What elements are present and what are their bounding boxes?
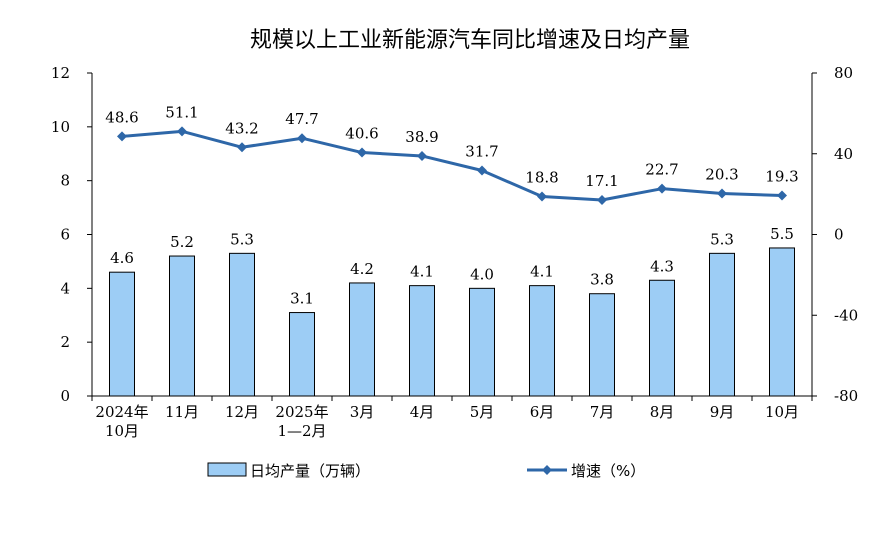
legend-bar-label: 日均产量（万辆）	[250, 462, 370, 480]
line-data-label: 19.3	[765, 168, 798, 186]
x-tick-label: 12月	[225, 403, 259, 421]
bar	[709, 252, 735, 397]
line-data-label: 22.7	[645, 161, 678, 179]
right-tick-label: -40	[834, 306, 858, 324]
right-tick-label: 0	[834, 226, 844, 244]
line-point	[177, 126, 187, 137]
legend-bar-swatch	[207, 462, 247, 477]
bar-data-label: 3.1	[290, 290, 314, 308]
bar	[289, 312, 315, 397]
x-tick-label: 4月	[410, 403, 435, 421]
x-tick-label: 5月	[470, 403, 495, 421]
x-tick-label: 10月	[105, 422, 139, 440]
x-tick-label: 8月	[650, 403, 675, 421]
bar	[109, 271, 135, 397]
line-data-label: 43.2	[225, 119, 258, 137]
left-tick-label: 12	[51, 64, 70, 82]
line-point	[117, 131, 127, 142]
line-series	[117, 126, 787, 205]
bar-data-label: 5.3	[230, 230, 254, 248]
x-tick-label: 10月	[765, 403, 799, 421]
bar-series	[109, 247, 795, 397]
line-point	[657, 183, 667, 194]
line-point	[237, 142, 247, 153]
chart-title: 规模以上工业新能源汽车同比增速及日均产量	[250, 28, 690, 53]
right-tick-label: -80	[834, 387, 858, 405]
line-data-label: 47.7	[285, 110, 318, 128]
left-tick-label: 0	[60, 387, 70, 405]
legend-line-label: 增速（%）	[571, 462, 645, 480]
x-tick-label: 2024年	[95, 403, 148, 421]
line-data-label: 17.1	[585, 172, 618, 190]
series-line	[121, 129, 783, 202]
x-tick-label: 9月	[710, 403, 735, 421]
line-point	[357, 147, 367, 158]
bar	[169, 255, 195, 397]
x-tick-label: 3月	[350, 403, 375, 421]
bar-data-label: 5.2	[170, 233, 194, 251]
bar	[469, 287, 495, 397]
line-data-label: 38.9	[405, 128, 438, 146]
left-tick-label: 2	[60, 333, 70, 351]
left-tick-label: 4	[60, 279, 70, 297]
bar-data-labels: 4.6 5.2 5.3 3.1 4.2 4.1 4.0 4.1 3.8 4.3 5.3 5.5	[110, 225, 794, 308]
line-data-label: 18.8	[525, 169, 558, 187]
x-tick-label: 6月	[530, 403, 555, 421]
line-data-label: 48.6	[105, 108, 138, 126]
line-data-labels: 48.6 51.1 43.2 47.7 40.6 38.9 31.7 18.8 17.1 22.7…	[105, 103, 798, 190]
left-tick-label: 6	[60, 226, 70, 244]
bar	[589, 293, 615, 397]
bar	[529, 285, 555, 397]
line-point	[297, 133, 307, 144]
line-point	[417, 150, 427, 161]
bar-data-label: 4.1	[410, 263, 434, 281]
line-point	[537, 191, 547, 202]
bar-data-label: 5.3	[710, 230, 734, 248]
bar-data-label: 4.2	[350, 260, 374, 278]
bar	[409, 285, 435, 397]
bar-data-label: 3.8	[590, 271, 614, 289]
x-tick-label: 11月	[165, 403, 199, 421]
bar	[229, 252, 255, 397]
line-point	[597, 194, 607, 205]
line-data-label: 31.7	[465, 143, 498, 161]
line-point	[717, 188, 727, 199]
bar	[349, 282, 375, 397]
bar-data-label: 4.3	[650, 257, 674, 275]
line-data-label: 40.6	[345, 125, 378, 143]
line-data-label: 20.3	[705, 166, 738, 184]
line-point	[777, 190, 787, 201]
bar	[649, 279, 675, 397]
x-tick-label: 1—2月	[277, 422, 326, 440]
line-point	[477, 165, 487, 176]
line-data-label: 51.1	[165, 103, 198, 121]
legend: 日均产量（万辆） 增速（%）	[207, 462, 645, 480]
x-tick-label: 2025年	[275, 403, 328, 421]
x-tick-label: 7月	[590, 403, 615, 421]
legend-line-marker	[542, 465, 552, 475]
right-tick-label: 40	[834, 145, 853, 163]
right-tick-label: 80	[834, 64, 853, 82]
left-tick-label: 8	[60, 172, 70, 190]
bar-data-label: 5.5	[770, 225, 794, 243]
left-tick-label: 10	[51, 118, 70, 136]
bar-data-label: 4.0	[470, 265, 494, 283]
bar	[769, 247, 795, 397]
bar-data-label: 4.1	[530, 263, 554, 281]
bar-data-label: 4.6	[110, 249, 134, 267]
